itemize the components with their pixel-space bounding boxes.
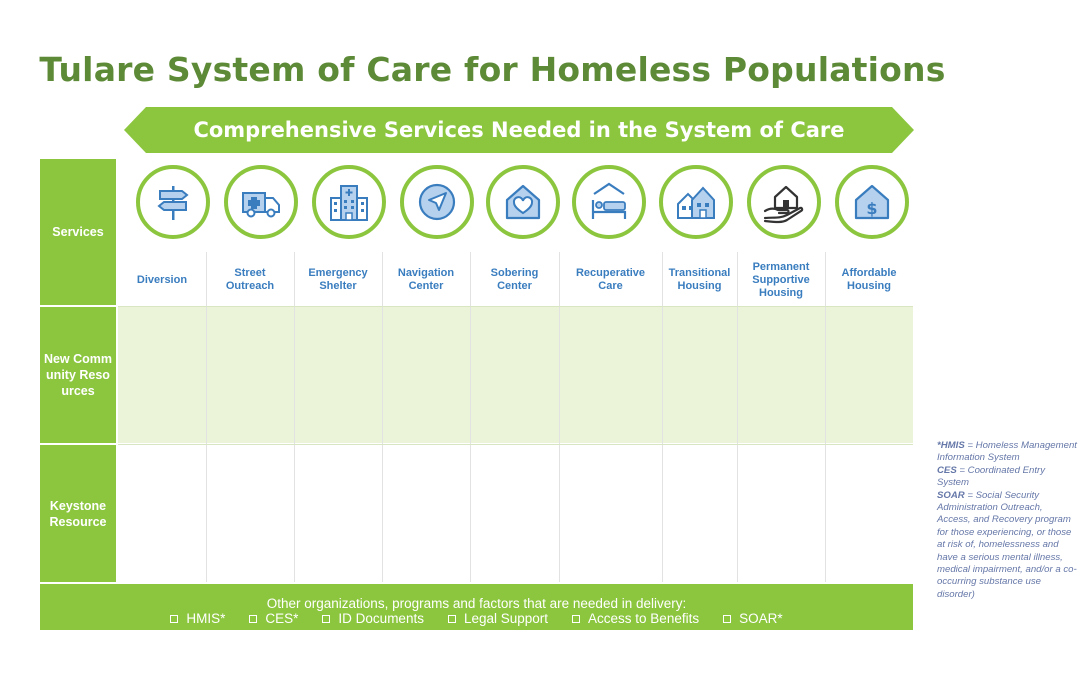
other-factors-list: HMIS* CES* ID Documents Legal Support Access… (40, 611, 913, 626)
row-divider (118, 306, 913, 307)
service-icon-circle (224, 165, 298, 239)
bed-icon (591, 182, 627, 219)
service-icon-circle: $ (835, 165, 909, 239)
other-factor-item: Legal Support (447, 611, 549, 626)
new-community-resources-row (118, 307, 913, 443)
row-header-keystone-resource: Keystone Resource (40, 445, 116, 582)
signpost-icon (157, 186, 189, 220)
legend-term: SOAR (937, 489, 965, 501)
column-divider (206, 252, 207, 582)
banner-title: Comprehensive Services Needed in the Sys… (193, 118, 845, 142)
other-factors-bar: Other organizations, programs and factor… (40, 584, 913, 630)
row-header-new-community-resources: New Community Resources (40, 307, 116, 443)
service-label: Permanent Supportive Housing (752, 260, 810, 299)
legend-definition: = Coordinated Entry System (937, 464, 1045, 489)
hospital-building-icon (330, 185, 368, 221)
service-label: Transitional Housing (668, 267, 731, 292)
acronym-legend: *HMIS = Homeless Management Information … (937, 440, 1077, 601)
other-factor-label: HMIS* (186, 611, 226, 626)
service-icon-circle (486, 165, 560, 239)
banner-arrow (124, 107, 914, 153)
legend-entry: *HMIS = Homeless Management Information … (937, 440, 1077, 465)
legend-term: *HMIS (937, 440, 965, 451)
house-dollar-icon: $ (854, 184, 890, 220)
checkbox-icon (723, 614, 732, 623)
legend-entry: CES = Coordinated Entry System (937, 465, 1077, 490)
service-label: Navigation Center (397, 267, 455, 292)
column-divider (470, 252, 471, 582)
house-heart-icon (505, 184, 541, 220)
other-factor-label: SOAR* (739, 611, 783, 626)
other-factor-item: Access to Benefits (572, 611, 699, 626)
row-divider (118, 444, 913, 445)
checkbox-icon (322, 614, 331, 623)
service-icon-circle (312, 165, 386, 239)
page-title: Tulare System of Care for Homeless Popul… (39, 50, 946, 89)
column-divider (294, 252, 295, 582)
legend-entry: SOAR = Social Security Administration Ou… (937, 490, 1077, 602)
other-factor-item: ID Documents (322, 611, 424, 626)
service-icon-circle (400, 165, 474, 239)
houses-icon (677, 186, 715, 219)
service-label: Recuperative Care (575, 267, 646, 292)
checkbox-icon (447, 614, 456, 623)
other-factors-title: Other organizations, programs and factor… (266, 596, 687, 611)
column-divider (382, 252, 383, 582)
legend-definition: = Homeless Management Information System (937, 440, 1077, 464)
service-label: Emergency Shelter (308, 267, 368, 292)
checkbox-icon (572, 614, 581, 623)
row-header-services: Services (40, 159, 116, 305)
service-icon-circle (136, 165, 210, 239)
service-icon-circle (659, 165, 733, 239)
column-divider (737, 252, 738, 582)
legend-definition: = Social Security Administration Outreac… (937, 489, 1077, 600)
service-label: Affordable Housing (841, 267, 897, 292)
service-label: Street Outreach (225, 267, 275, 292)
navigation-arrow-icon (418, 183, 456, 221)
house-in-hand-icon (763, 185, 804, 224)
other-factor-item: HMIS* (170, 611, 225, 626)
legend-term: CES (937, 464, 957, 476)
column-divider (825, 252, 826, 582)
checkbox-icon (170, 614, 179, 623)
column-divider (662, 252, 663, 582)
other-factor-item: SOAR* (723, 611, 783, 626)
other-factor-label: ID Documents (338, 611, 424, 626)
service-icon-circle (572, 165, 646, 239)
checkbox-icon (249, 614, 258, 623)
service-icon-circle (747, 165, 821, 239)
other-factor-label: Access to Benefits (588, 611, 700, 626)
svg-text:$: $ (866, 199, 877, 218)
service-label: Sobering Center (490, 267, 539, 292)
other-factor-label: Legal Support (463, 611, 549, 626)
ambulance-icon (242, 192, 280, 218)
other-factor-item: CES* (249, 611, 298, 626)
column-divider (559, 252, 560, 582)
other-factor-label: CES* (265, 611, 299, 626)
service-label: Diversion (136, 273, 188, 286)
